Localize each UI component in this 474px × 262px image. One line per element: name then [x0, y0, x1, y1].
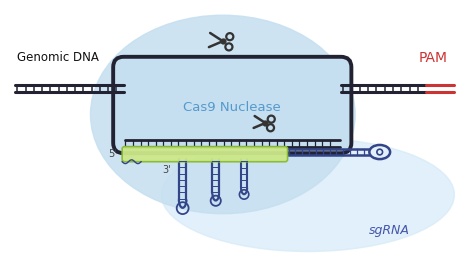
- Text: PAM: PAM: [419, 51, 448, 65]
- Text: Genomic DNA: Genomic DNA: [17, 51, 99, 64]
- Ellipse shape: [161, 138, 455, 252]
- FancyBboxPatch shape: [113, 57, 351, 153]
- Ellipse shape: [91, 15, 355, 214]
- FancyBboxPatch shape: [122, 147, 288, 162]
- Text: 5': 5': [109, 149, 118, 159]
- Text: 3': 3': [162, 165, 171, 175]
- Text: Cas9 Nuclease: Cas9 Nuclease: [183, 101, 281, 114]
- Text: sgRNA: sgRNA: [369, 224, 410, 237]
